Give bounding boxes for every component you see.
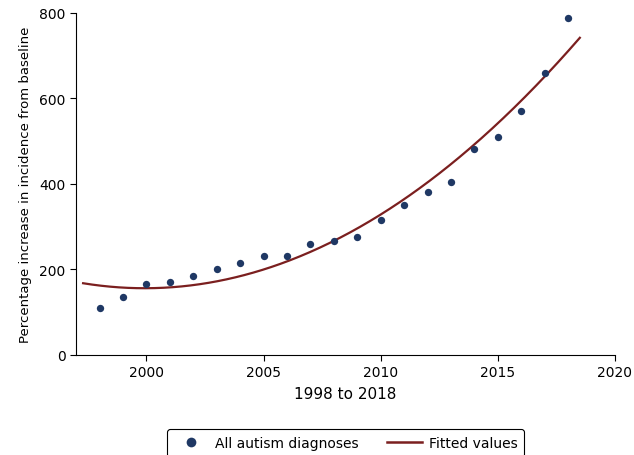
Point	[94, 304, 105, 312]
Point	[165, 279, 175, 286]
Point	[259, 253, 269, 260]
Legend: All autism diagnoses, Fitted values: All autism diagnoses, Fitted values	[167, 430, 524, 455]
Point	[540, 70, 550, 77]
Point	[118, 293, 128, 301]
Point	[469, 147, 479, 154]
X-axis label: 1998 to 2018: 1998 to 2018	[294, 386, 397, 401]
Point	[399, 202, 409, 209]
Y-axis label: Percentage increase in incidence from baseline: Percentage increase in incidence from ba…	[20, 26, 32, 342]
Point	[493, 134, 503, 141]
Point	[235, 259, 245, 267]
Point	[188, 273, 198, 280]
Point	[212, 266, 222, 273]
Point	[329, 238, 339, 246]
Point	[516, 108, 526, 116]
Point	[563, 15, 573, 23]
Point	[375, 217, 385, 224]
Point	[141, 281, 152, 288]
Point	[352, 234, 362, 241]
Point	[306, 240, 316, 248]
Point	[282, 253, 292, 260]
Point	[422, 189, 432, 197]
Point	[446, 178, 456, 186]
